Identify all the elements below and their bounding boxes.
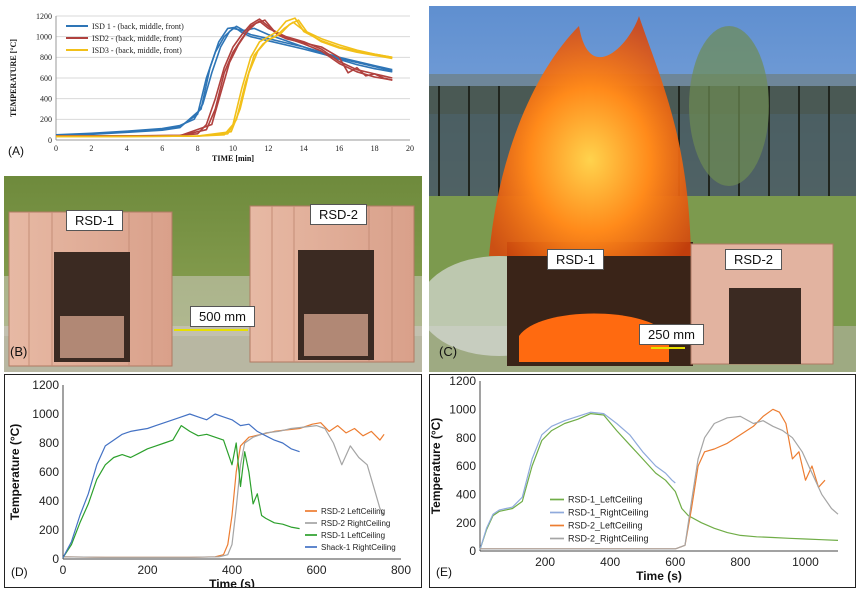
x-axis-label: Time (s) bbox=[209, 577, 255, 587]
legend-entry: RSD-1_LeftCeiling bbox=[568, 495, 643, 505]
y-tick-label: 400 bbox=[456, 488, 476, 502]
legend-entry: RSD-1 LeftCeiling bbox=[321, 531, 385, 540]
photo-b-image bbox=[4, 176, 422, 372]
x-axis-label: Time (s) bbox=[636, 569, 682, 583]
y-tick-label: 1200 bbox=[32, 378, 59, 392]
x-tick-label: 600 bbox=[665, 555, 685, 569]
x-tick-label: 600 bbox=[306, 563, 326, 577]
chart-e-svg: 0 200 400 600 800 1000 1200 200 400 600 800 1000 Tim… bbox=[430, 375, 839, 583]
gap-label: 500 mm bbox=[190, 306, 255, 327]
x-tick-label: 0 bbox=[54, 144, 58, 153]
x-tick-label: 14 bbox=[300, 144, 308, 153]
x-tick-label: 200 bbox=[535, 555, 555, 569]
x-tick-label: 20 bbox=[406, 144, 414, 153]
x-tick-label: 800 bbox=[391, 563, 411, 577]
shack-label-rsd1: RSD-1 bbox=[66, 210, 124, 231]
legend-entry: RSD-2 RightCeiling bbox=[321, 519, 390, 528]
y-tick-label: 600 bbox=[456, 459, 476, 473]
chart-panel-a: 0 200 400 600 800 1000 1200 0 2 4 6 8 10 12 14 16 18 20 TI… bbox=[4, 4, 422, 174]
chart-a-svg: 0 200 400 600 800 1000 1200 0 2 4 6 8 10 12 14 16 18 20 TI… bbox=[9, 12, 414, 163]
panel-letter-b: (B) bbox=[10, 344, 28, 359]
legend-entry: ISD2 - (back, middle, front) bbox=[92, 34, 182, 43]
series-line bbox=[62, 424, 385, 558]
y-tick-label: 1000 bbox=[36, 32, 52, 41]
y-tick-label: 1200 bbox=[449, 375, 476, 388]
y-tick-label: 1200 bbox=[36, 12, 52, 21]
x-tick-label: 10 bbox=[229, 144, 237, 153]
y-tick-label: 200 bbox=[39, 523, 59, 537]
y-tick-label: 200 bbox=[40, 115, 52, 124]
x-tick-label: 8 bbox=[196, 144, 200, 153]
legend-entry: RSD-2 LeftCeiling bbox=[321, 507, 385, 516]
series-line bbox=[55, 26, 393, 137]
x-tick-label: 400 bbox=[600, 555, 620, 569]
y-tick-label: 600 bbox=[39, 465, 59, 479]
x-tick-label: 12 bbox=[264, 144, 272, 153]
y-tick-label: 800 bbox=[40, 53, 52, 62]
legend-entry: ISD3 - (back, middle, front) bbox=[92, 46, 182, 55]
series-line bbox=[56, 19, 393, 137]
y-tick-label: 1000 bbox=[32, 407, 59, 421]
x-tick-label: 200 bbox=[137, 563, 157, 577]
x-tick-label: 1000 bbox=[792, 555, 819, 569]
series-line bbox=[62, 413, 300, 558]
y-axis-label: Temperature (°C) bbox=[430, 418, 443, 515]
x-tick-label: 4 bbox=[125, 144, 129, 153]
panel-letter-a: (A) bbox=[8, 144, 24, 158]
y-tick-label: 0 bbox=[469, 544, 476, 558]
panel-letter-e: (E) bbox=[436, 565, 452, 579]
x-tick-label: 2 bbox=[89, 144, 93, 153]
photo-c-image bbox=[429, 6, 856, 372]
shack-label-rsd2: RSD-2 bbox=[310, 204, 368, 225]
y-tick-label: 600 bbox=[40, 74, 52, 83]
series-line bbox=[62, 424, 300, 558]
y-tick-label: 200 bbox=[456, 516, 476, 530]
legend-entry: Shack-1 RightCeiling bbox=[321, 543, 396, 552]
y-axis-label: TEMPERATURE [°C] bbox=[9, 39, 18, 117]
x-tick-label: 400 bbox=[222, 563, 242, 577]
chart-panel-e: 0 200 400 600 800 1000 1200 200 400 600 800 1000 Tim… bbox=[429, 374, 856, 588]
y-tick-label: 800 bbox=[39, 436, 59, 450]
chart-panel-d: 0 200 400 600 800 1000 1200 0 200 400 600 800 Time (… bbox=[4, 374, 422, 588]
shack-label-rsd2: RSD-2 bbox=[725, 249, 783, 270]
panel-letter-c: (C) bbox=[439, 344, 458, 359]
y-tick-label: 0 bbox=[52, 552, 59, 566]
photo-panel-c: RSD-1 RSD-2 250 mm (C) bbox=[429, 6, 856, 372]
x-tick-label: 18 bbox=[371, 144, 379, 153]
panel-letter-d: (D) bbox=[11, 565, 28, 579]
y-tick-label: 800 bbox=[456, 431, 476, 445]
x-tick-label: 0 bbox=[60, 563, 67, 577]
x-tick-label: 800 bbox=[730, 555, 750, 569]
x-tick-label: 16 bbox=[335, 144, 343, 153]
series-line bbox=[480, 408, 826, 550]
shack-label-rsd1: RSD-1 bbox=[547, 249, 605, 270]
gap-label: 250 mm bbox=[639, 324, 704, 345]
legend-entry: ISD 1 - (back, middle, front) bbox=[92, 22, 184, 31]
x-tick-label: 6 bbox=[160, 144, 164, 153]
legend-entry: RSD-2_LeftCeiling bbox=[568, 521, 643, 531]
legend-entry: RSD-2_RightCeiling bbox=[568, 534, 649, 544]
series-line bbox=[479, 412, 839, 550]
series-line bbox=[56, 21, 393, 138]
y-tick-label: 1000 bbox=[449, 403, 476, 417]
y-tick-label: 0 bbox=[48, 136, 52, 145]
series-line bbox=[480, 415, 839, 550]
x-axis-label: TIME [min] bbox=[212, 154, 254, 163]
y-axis-label: Temperature (°C) bbox=[8, 424, 22, 521]
y-tick-label: 400 bbox=[39, 494, 59, 508]
chart-d-svg: 0 200 400 600 800 1000 1200 0 200 400 600 800 Time (… bbox=[8, 378, 411, 587]
series-line bbox=[479, 411, 676, 550]
y-tick-label: 400 bbox=[40, 94, 52, 103]
legend-entry: RSD-1_RightCeiling bbox=[568, 508, 649, 518]
photo-panel-b: RSD-1 RSD-2 500 mm (B) bbox=[4, 176, 422, 372]
